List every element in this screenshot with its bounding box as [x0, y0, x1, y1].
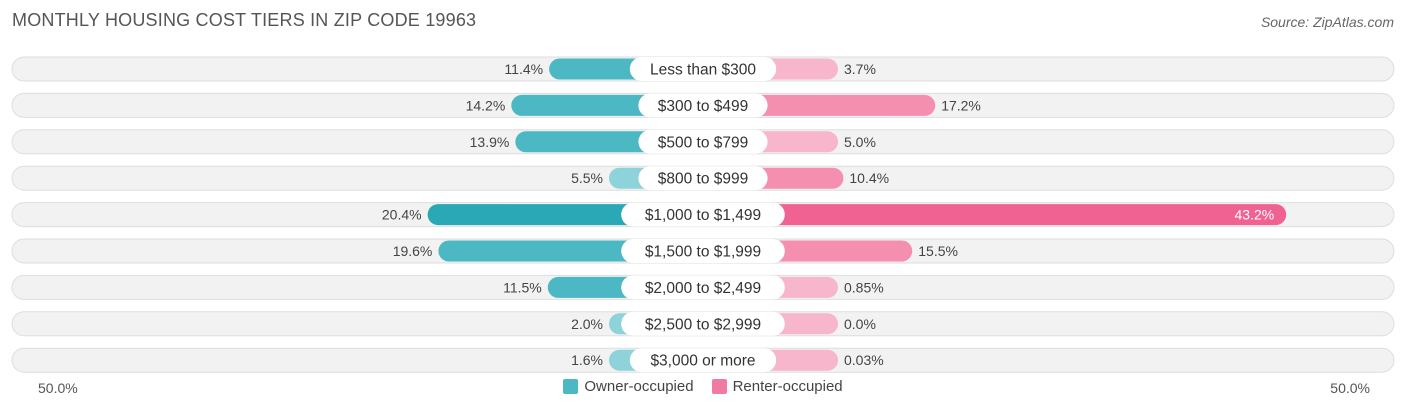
renter-value-label: 0.03%	[844, 352, 884, 368]
category-label: $2,500 to $2,999	[645, 316, 761, 333]
renter-value-label: 3.7%	[844, 61, 876, 77]
renter-bar	[703, 204, 1287, 226]
category-label: $300 to $499	[658, 98, 749, 115]
category-pill	[629, 57, 777, 81]
category-pill	[621, 202, 785, 227]
category-label: Less than $300	[650, 62, 756, 79]
legend: Owner-occupied Renter-occupied	[0, 378, 1406, 395]
category-pill	[621, 311, 785, 336]
legend-swatch-owner	[563, 379, 579, 394]
owner-value-label: 11.4%	[504, 61, 543, 77]
axis-right-label: 50.0%	[1330, 380, 1370, 396]
renter-value-label: 17.2%	[941, 97, 981, 113]
axis-left-label: 50.0%	[38, 380, 78, 396]
renter-value-label: 5.0%	[844, 134, 876, 150]
chart-title: MONTHLY HOUSING COST TIERS IN ZIP CODE 1…	[12, 10, 477, 30]
category-label: $1,000 to $1,499	[645, 207, 761, 224]
category-label: $500 to $799	[658, 134, 749, 151]
owner-value-label: 11.5%	[503, 279, 542, 295]
renter-value-label: 10.4%	[849, 170, 889, 186]
owner-value-label: 20.4%	[382, 207, 422, 223]
renter-value-label: 0.0%	[844, 316, 876, 332]
chart-source: Source: ZipAtlas.com	[1260, 14, 1394, 30]
legend-label-renter: Renter-occupied	[732, 378, 843, 395]
category-pill	[638, 166, 768, 191]
renter-value-label: 43.2%	[1234, 207, 1274, 223]
owner-value-label: 1.6%	[571, 352, 603, 368]
category-pill	[629, 348, 777, 373]
owner-value-label: 14.2%	[466, 97, 506, 113]
owner-value-label: 2.0%	[571, 316, 603, 332]
legend-swatch-renter	[711, 379, 727, 394]
renter-value-label: 15.5%	[918, 243, 958, 259]
category-label: $800 to $999	[658, 171, 749, 188]
category-pill	[621, 275, 785, 300]
legend-item-owner: Owner-occupied	[563, 378, 694, 395]
owner-value-label: 5.5%	[571, 170, 603, 186]
category-pill	[638, 93, 768, 118]
owner-value-label: 13.9%	[470, 134, 510, 150]
category-label: $2,000 to $2,499	[645, 280, 761, 297]
legend-item-renter: Renter-occupied	[711, 378, 843, 395]
legend-label-owner: Owner-occupied	[584, 378, 694, 395]
category-pill	[621, 239, 785, 263]
renter-value-label: 0.85%	[844, 279, 884, 295]
category-label: $3,000 or more	[650, 353, 755, 370]
category-label: $1,500 to $1,999	[645, 244, 761, 261]
owner-value-label: 19.6%	[393, 243, 433, 259]
category-pill	[638, 129, 768, 154]
